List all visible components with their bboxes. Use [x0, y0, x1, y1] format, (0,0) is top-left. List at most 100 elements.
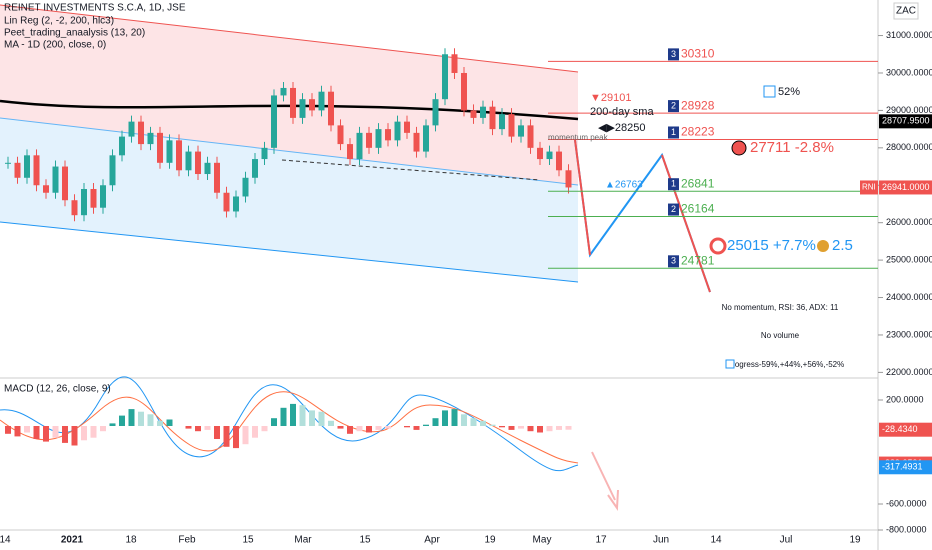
candle	[261, 147, 268, 160]
x-tick-label: 14	[710, 535, 722, 546]
candle	[489, 106, 496, 130]
x-tick-label: 15	[359, 535, 371, 546]
histogram-bar	[233, 426, 239, 449]
icon	[763, 85, 776, 98]
histogram-bar	[166, 419, 173, 426]
level-rank-box	[668, 126, 679, 139]
currency-box	[893, 2, 919, 20]
histogram-bar	[518, 426, 524, 429]
histogram-bar	[537, 426, 543, 433]
candle	[347, 144, 353, 160]
macd-arrow	[591, 451, 619, 511]
level-value: 30310	[681, 47, 715, 61]
histogram-bar	[423, 424, 429, 426]
level-value: 24781	[681, 253, 715, 267]
histogram-bar	[223, 426, 230, 447]
y-tick-label: -600.0000	[886, 498, 927, 508]
x-tick-label: 18	[125, 535, 137, 546]
candle	[157, 132, 163, 163]
candle	[176, 140, 182, 171]
x-tick-label: 17	[595, 535, 607, 546]
candle	[451, 54, 458, 73]
histogram-bar	[280, 407, 287, 426]
level-rank-box	[668, 100, 679, 113]
histogram-bar	[290, 403, 296, 426]
price-tag-label: -28.4340	[882, 424, 918, 434]
y-tick-label: 25000.0000	[886, 254, 932, 264]
projection-down	[661, 154, 711, 293]
candle	[185, 151, 192, 171]
candle	[318, 91, 325, 111]
histogram-bar	[385, 426, 391, 429]
histogram-bar	[565, 426, 572, 430]
candle	[432, 99, 439, 126]
candle	[366, 132, 372, 148]
candle	[252, 159, 258, 178]
x-tick-label: Jul	[780, 535, 793, 546]
histogram-bar	[461, 414, 467, 426]
histogram-bar	[309, 410, 315, 426]
histogram-bar	[195, 426, 201, 432]
price-tag-label: 26941.0000	[882, 182, 930, 192]
candle	[24, 155, 30, 178]
x-tick-label: Apr	[424, 535, 440, 546]
histogram-bar	[33, 426, 40, 439]
y-tick-label: 26000.0000	[886, 217, 932, 227]
histogram-bar	[90, 426, 97, 438]
candle	[52, 166, 59, 193]
price-tag	[879, 180, 932, 195]
candle	[470, 110, 477, 118]
y-tick-label: 30000.0000	[886, 67, 932, 77]
candle	[33, 155, 40, 186]
histogram-bar	[337, 426, 344, 429]
x-tick-label: Jun	[653, 535, 669, 546]
histogram-bar	[347, 426, 353, 434]
candle	[442, 54, 448, 100]
candle	[100, 185, 106, 208]
annotation: 52%	[778, 86, 800, 98]
histogram-bar	[318, 411, 325, 426]
indicator: Peet_trading_anaalysis (13, 20)	[4, 28, 145, 39]
y-tick-label: 28000.0000	[886, 142, 932, 152]
candle	[375, 129, 382, 148]
annotation: 27711 -2.8%	[750, 139, 834, 156]
candle	[546, 151, 553, 160]
histogram-bar	[185, 426, 192, 429]
symbol-tag	[860, 180, 878, 195]
icon	[817, 240, 829, 252]
level-rank-box	[668, 255, 679, 268]
annotation: No momentum, RSI: 36, ADX: 11	[722, 303, 839, 312]
histogram-bar	[147, 414, 154, 426]
histogram-bar	[404, 426, 410, 428]
price-tag-label: 28707.9500	[882, 116, 930, 126]
candle	[461, 72, 467, 111]
histogram-bar	[214, 426, 220, 439]
candle	[356, 132, 363, 160]
icon	[725, 359, 735, 369]
price-tag	[879, 114, 932, 129]
candle	[404, 121, 410, 133]
candle	[565, 170, 572, 188]
y-tick-label: 29000.0000	[886, 105, 932, 115]
price-pane	[5, 48, 572, 222]
histogram-bar	[356, 426, 363, 432]
level-rank: 1	[671, 179, 676, 189]
histogram-bar	[5, 426, 11, 434]
price-tag	[879, 422, 932, 437]
projection-down	[574, 139, 591, 256]
histogram-bar	[157, 420, 163, 426]
histogram-bar	[138, 411, 144, 426]
level-value: 26164	[681, 202, 715, 216]
annotation: ▲26763	[605, 180, 643, 191]
histogram-bar	[442, 410, 448, 426]
candle	[5, 162, 11, 164]
macd-line	[0, 376, 579, 472]
histogram-bar	[62, 426, 68, 443]
histogram-bar	[100, 426, 106, 432]
histogram-bar	[451, 409, 458, 426]
histogram-bar	[43, 426, 49, 442]
candle	[537, 147, 543, 160]
candle	[71, 200, 78, 216]
histogram-bar	[261, 426, 268, 432]
